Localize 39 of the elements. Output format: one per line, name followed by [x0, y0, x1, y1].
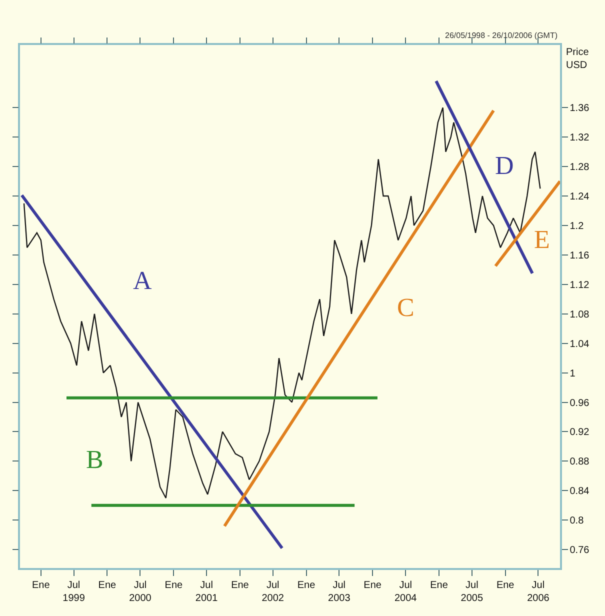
x-tick-label: Jul 2005 — [460, 580, 484, 604]
x-tick-label: Ene — [164, 580, 183, 591]
y-tick-label: 0.84 — [570, 486, 590, 498]
x-tick-label: Ene — [496, 580, 515, 591]
x-tick-label: Jul 2003 — [328, 580, 351, 604]
y-tick-label: 1.08 — [570, 309, 590, 320]
series-label: E — [534, 225, 550, 254]
y-tick-label: 1 — [570, 368, 576, 380]
series-label: A — [133, 266, 152, 295]
y-tick-label: 0.76 — [570, 545, 590, 556]
x-tick-label: Jul 2001 — [195, 580, 218, 604]
x-tick-label: Ene — [430, 580, 448, 591]
y-tick-label: 1.12 — [570, 280, 590, 291]
series-label: C — [397, 293, 414, 322]
x-tick-label: Jul 2002 — [262, 580, 284, 604]
y-tick-label: 1.32 — [570, 132, 590, 144]
chart-subtitle: 26/05/1998 - 26/10/2006 (GMT) — [445, 31, 558, 40]
y-tick-label: 1.16 — [570, 250, 590, 262]
x-tick-label: Ene — [32, 580, 50, 591]
y-tick-label: 1.2 — [570, 220, 584, 232]
x-tick-label: Ene — [364, 580, 382, 591]
y-axis-title: Price USD — [566, 47, 590, 71]
x-tick-label: Jul 2004 — [394, 580, 418, 604]
x-tick-label: Ene — [98, 580, 117, 591]
y-tick-label: 0.88 — [570, 456, 590, 468]
y-tick-label: 0.96 — [570, 398, 590, 409]
x-tick-label: Ene — [231, 580, 250, 591]
series-label: D — [495, 151, 514, 180]
x-tick-label: Ene — [297, 580, 316, 591]
y-tick-label: 1.24 — [570, 192, 590, 203]
x-tick-label: Jul 1999 — [62, 580, 86, 604]
x-tick-label: Jul 2000 — [129, 580, 152, 604]
y-tick-label: 0.92 — [570, 427, 590, 438]
y-tick-label: 1.04 — [570, 338, 590, 350]
y-tick-label: 1.28 — [570, 162, 590, 174]
y-tick-label: 1.36 — [570, 103, 590, 114]
y-tick-label: 0.8 — [570, 516, 584, 527]
x-tick-label: Jul 2006 — [527, 580, 550, 604]
series-label: B — [86, 445, 104, 474]
